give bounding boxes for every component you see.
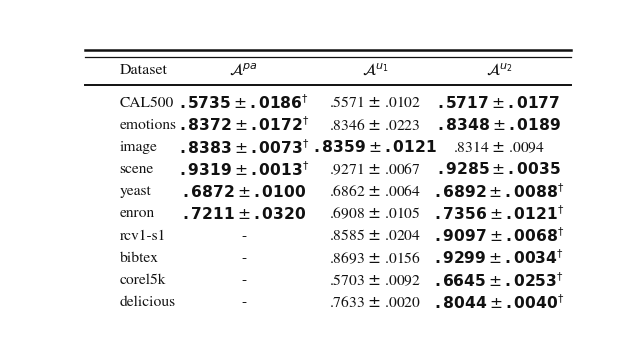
Text: image: image: [120, 140, 157, 154]
Text: $\mathcal{A}^{u_2}$: $\mathcal{A}^{u_2}$: [486, 62, 513, 79]
Text: $\mathcal{A}^{u_1}$: $\mathcal{A}^{u_1}$: [362, 62, 388, 79]
Text: $\mathcal{A}^{pa}$: $\mathcal{A}^{pa}$: [229, 62, 258, 79]
Text: .7633 $\pm$ .0020: .7633 $\pm$ .0020: [329, 295, 421, 310]
Text: enron: enron: [120, 207, 155, 220]
Text: .8693 $\pm$ .0156: .8693 $\pm$ .0156: [329, 250, 421, 266]
Text: $\mathbf{.9319} \pm \mathbf{.0013}$$^{\dagger}$: $\mathbf{.9319} \pm \mathbf{.0013}$$^{\d…: [179, 160, 309, 179]
Text: -: -: [241, 273, 246, 287]
Text: bibtex: bibtex: [120, 251, 159, 265]
Text: .8314 $\pm$ .0094: .8314 $\pm$ .0094: [453, 139, 545, 155]
Text: $\mathbf{.9097} \pm \mathbf{.0068}$$^{\dagger}$: $\mathbf{.9097} \pm \mathbf{.0068}$$^{\d…: [434, 226, 564, 245]
Text: $\mathbf{.9299} \pm \mathbf{.0034}$$^{\dagger}$: $\mathbf{.9299} \pm \mathbf{.0034}$$^{\d…: [435, 249, 564, 267]
Text: $\mathbf{.8044} \pm \mathbf{.0040}$$^{\dagger}$: $\mathbf{.8044} \pm \mathbf{.0040}$$^{\d…: [434, 293, 564, 312]
Text: CAL500: CAL500: [120, 96, 174, 110]
Text: -: -: [241, 296, 246, 309]
Text: corel5k: corel5k: [120, 273, 166, 287]
Text: rcv1-s1: rcv1-s1: [120, 229, 166, 243]
Text: $\mathbf{.6645} \pm \mathbf{.0253}$$^{\dagger}$: $\mathbf{.6645} \pm \mathbf{.0253}$$^{\d…: [435, 271, 564, 290]
Text: $\mathbf{.9285} \pm \mathbf{.0035}$: $\mathbf{.9285} \pm \mathbf{.0035}$: [437, 161, 561, 177]
Text: .8346 $\pm$ .0223: .8346 $\pm$ .0223: [330, 118, 421, 133]
Text: yeast: yeast: [120, 185, 152, 198]
Text: $\mathbf{.6892} \pm \mathbf{.0088}$$^{\dagger}$: $\mathbf{.6892} \pm \mathbf{.0088}$$^{\d…: [434, 182, 564, 201]
Text: $\mathbf{.5717} \pm \mathbf{.0177}$: $\mathbf{.5717} \pm \mathbf{.0177}$: [437, 95, 561, 111]
Text: $\mathbf{.5735} \pm \mathbf{.0186}$$^{\dagger}$: $\mathbf{.5735} \pm \mathbf{.0186}$$^{\d…: [179, 94, 308, 112]
Text: $\mathbf{.8372} \pm \mathbf{.0172}$$^{\dagger}$: $\mathbf{.8372} \pm \mathbf{.0172}$$^{\d…: [179, 116, 309, 134]
Text: -: -: [241, 251, 246, 265]
Text: .5571 $\pm$ .0102: .5571 $\pm$ .0102: [329, 95, 421, 111]
Text: .6908 $\pm$ .0105: .6908 $\pm$ .0105: [330, 206, 421, 221]
Text: scene: scene: [120, 163, 154, 176]
Text: $\mathbf{.8348} \pm \mathbf{.0189}$: $\mathbf{.8348} \pm \mathbf{.0189}$: [437, 117, 561, 133]
Text: Dataset: Dataset: [120, 64, 168, 77]
Text: $\mathbf{.8359} \pm \mathbf{.0121}$: $\mathbf{.8359} \pm \mathbf{.0121}$: [313, 139, 437, 155]
Text: .9271 $\pm$ .0067: .9271 $\pm$ .0067: [329, 162, 421, 177]
Text: .6862 $\pm$ .0064: .6862 $\pm$ .0064: [329, 184, 421, 199]
Text: $\mathbf{.8383} \pm \mathbf{.0073}$$^{\dagger}$: $\mathbf{.8383} \pm \mathbf{.0073}$$^{\d…: [179, 138, 309, 157]
Text: emotions: emotions: [120, 118, 177, 132]
Text: -: -: [241, 229, 246, 243]
Text: $\mathbf{.6872} \pm \mathbf{.0100}$: $\mathbf{.6872} \pm \mathbf{.0100}$: [182, 184, 306, 200]
Text: .5703 $\pm$ .0092: .5703 $\pm$ .0092: [329, 272, 421, 288]
Text: $\mathbf{.7356} \pm \mathbf{.0121}$$^{\dagger}$: $\mathbf{.7356} \pm \mathbf{.0121}$$^{\d…: [434, 204, 564, 223]
Text: .8585 $\pm$ .0204: .8585 $\pm$ .0204: [329, 229, 421, 243]
Text: delicious: delicious: [120, 296, 176, 309]
Text: $\mathbf{.7211} \pm \mathbf{.0320}$: $\mathbf{.7211} \pm \mathbf{.0320}$: [182, 206, 306, 222]
